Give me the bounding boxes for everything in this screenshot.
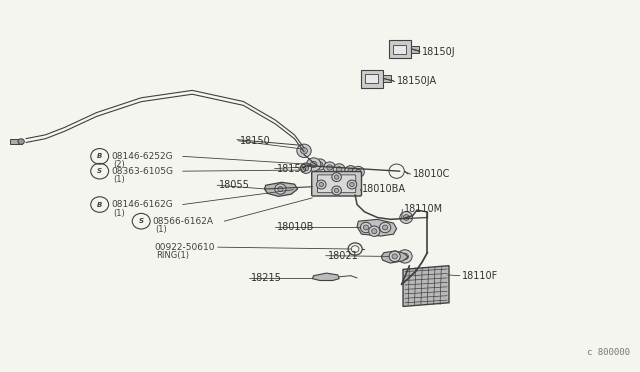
Text: 00922-50610: 00922-50610 (154, 243, 214, 251)
Polygon shape (381, 251, 408, 263)
Text: RING(1): RING(1) (157, 251, 189, 260)
Ellipse shape (326, 165, 332, 170)
Text: 18150J: 18150J (422, 47, 456, 57)
Ellipse shape (275, 184, 286, 194)
Ellipse shape (353, 166, 364, 177)
Bar (412, 46, 419, 53)
Ellipse shape (392, 254, 397, 259)
Ellipse shape (333, 164, 345, 175)
Ellipse shape (348, 169, 353, 174)
Text: c 800000: c 800000 (587, 348, 630, 357)
Ellipse shape (317, 180, 326, 189)
Bar (389, 40, 412, 58)
Polygon shape (312, 273, 339, 280)
Ellipse shape (301, 148, 307, 154)
FancyBboxPatch shape (312, 171, 362, 196)
Text: 18010C: 18010C (413, 169, 450, 179)
Text: S: S (139, 218, 144, 224)
Ellipse shape (360, 222, 372, 233)
Bar (383, 76, 391, 83)
Text: 08146-6162G: 08146-6162G (111, 200, 173, 209)
Text: 08566-6162A: 08566-6162A (153, 217, 214, 226)
Polygon shape (357, 219, 397, 236)
Text: 08146-6252G: 08146-6252G (111, 152, 173, 161)
Bar (10, 138, 22, 144)
Ellipse shape (349, 182, 354, 187)
Ellipse shape (380, 222, 391, 233)
Ellipse shape (278, 186, 283, 192)
Text: 18110F: 18110F (462, 271, 498, 281)
Bar (365, 74, 378, 83)
Text: (1): (1) (114, 175, 125, 184)
Ellipse shape (310, 161, 317, 168)
Ellipse shape (400, 212, 413, 224)
Ellipse shape (364, 225, 369, 230)
Text: 18158: 18158 (276, 164, 307, 174)
Ellipse shape (303, 166, 308, 171)
Ellipse shape (297, 144, 311, 157)
Text: (1): (1) (114, 209, 125, 218)
Ellipse shape (389, 251, 400, 262)
Ellipse shape (300, 163, 312, 173)
Text: 08363-6105G: 08363-6105G (111, 167, 173, 176)
Polygon shape (403, 266, 449, 307)
Ellipse shape (317, 162, 323, 167)
FancyBboxPatch shape (317, 175, 356, 193)
Text: S: S (97, 168, 102, 174)
Ellipse shape (332, 186, 341, 195)
Ellipse shape (347, 180, 356, 189)
Ellipse shape (314, 159, 326, 170)
Text: 18010BA: 18010BA (362, 184, 406, 194)
Text: (1): (1) (156, 225, 167, 234)
Text: 18110M: 18110M (404, 204, 444, 214)
Ellipse shape (332, 173, 341, 182)
Ellipse shape (307, 158, 321, 171)
Ellipse shape (319, 182, 324, 187)
Ellipse shape (355, 169, 361, 174)
Ellipse shape (334, 175, 339, 179)
Ellipse shape (403, 215, 409, 220)
Ellipse shape (383, 225, 388, 230)
Text: 18055: 18055 (219, 180, 250, 190)
Polygon shape (264, 182, 298, 196)
Text: B: B (97, 202, 102, 208)
Ellipse shape (369, 226, 380, 236)
Ellipse shape (401, 253, 408, 260)
Ellipse shape (18, 139, 24, 144)
Text: 18021: 18021 (328, 251, 358, 261)
Text: 18150JA: 18150JA (397, 77, 436, 86)
Ellipse shape (334, 188, 339, 193)
Bar (361, 70, 383, 88)
Text: (2): (2) (114, 160, 125, 169)
Ellipse shape (372, 229, 377, 234)
Ellipse shape (324, 162, 335, 173)
Text: 18150: 18150 (240, 136, 271, 146)
Ellipse shape (336, 167, 342, 172)
Text: 18010B: 18010B (276, 222, 314, 232)
Bar (393, 45, 406, 54)
Text: B: B (97, 153, 102, 159)
Ellipse shape (345, 166, 356, 177)
Ellipse shape (397, 250, 412, 263)
Text: 18215: 18215 (251, 273, 282, 283)
